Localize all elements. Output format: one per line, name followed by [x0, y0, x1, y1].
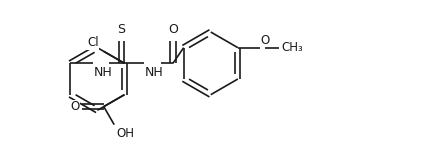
Text: O: O [168, 23, 178, 36]
Text: NH: NH [145, 66, 163, 79]
Text: S: S [118, 23, 125, 36]
Text: NH: NH [93, 66, 112, 79]
Text: O: O [260, 34, 270, 47]
Text: O: O [70, 100, 79, 113]
Text: CH₃: CH₃ [281, 41, 303, 54]
Text: OH: OH [116, 127, 134, 140]
Text: Cl: Cl [87, 36, 99, 49]
